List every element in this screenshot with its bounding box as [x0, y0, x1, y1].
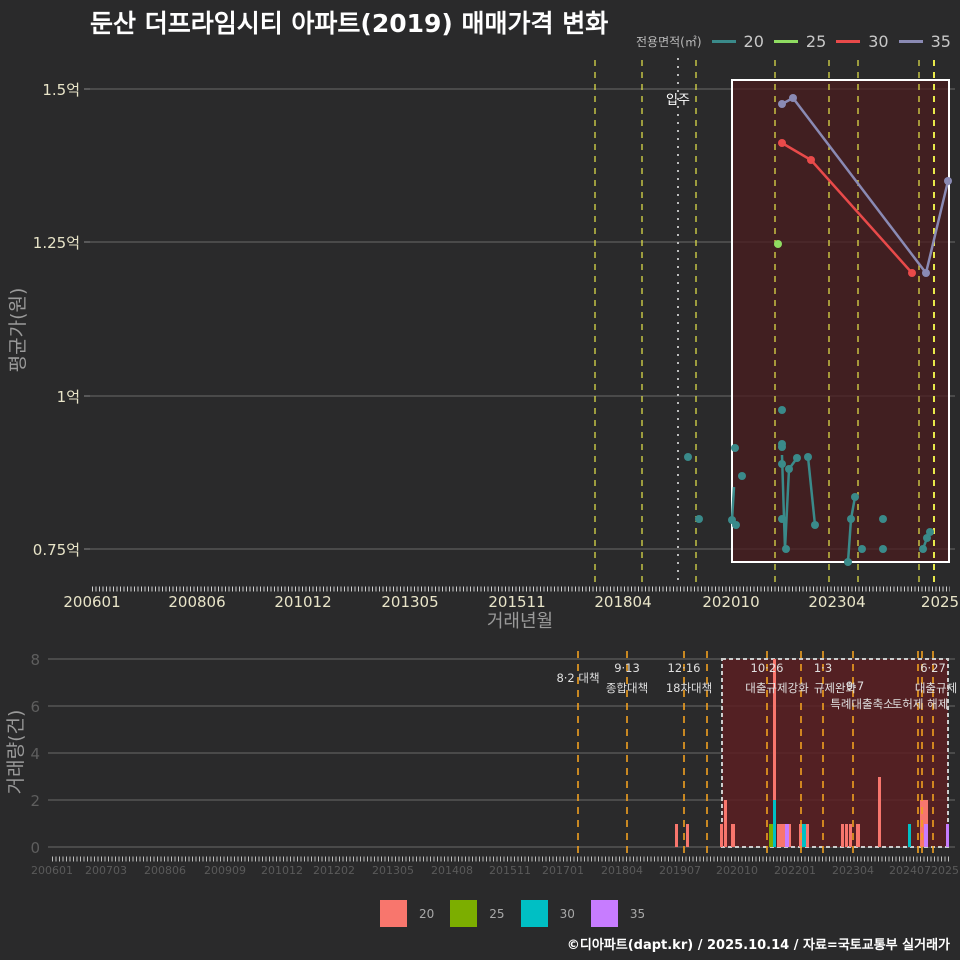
legend-label: 35 [629, 906, 646, 921]
volume-legend: 20 25 30 35 [380, 900, 645, 927]
policy-label: 10·26 [751, 661, 784, 675]
policy-label: 9·7 [846, 679, 864, 693]
x-tick-label: 201511 [489, 864, 531, 877]
y-tick-label: 0.75억 [33, 541, 80, 559]
legend-label: 20 [419, 906, 435, 921]
price-x-axis-label: 거래년월 [487, 611, 553, 632]
policy-label: 8·2 대책 [556, 671, 599, 685]
legend-title: 전용면적(㎡) [636, 35, 702, 49]
price-x-ticks: 200601 200806 201012 201305 201511 20180… [63, 593, 959, 611]
legend-swatch [711, 40, 736, 43]
y-tick-label: 4 [30, 745, 40, 763]
x-tick-label: 202407 [889, 864, 931, 877]
volume-legend-item-30: 30 [520, 900, 575, 927]
y-tick-label: 1.5억 [42, 81, 80, 99]
legend-swatch [520, 900, 548, 927]
legend-label: 30 [868, 32, 889, 51]
volume-bars [675, 659, 949, 847]
legend-label: 25 [805, 32, 827, 51]
x-tick-label: 200601 [31, 864, 73, 877]
series-30 [778, 139, 916, 277]
highlight-box [731, 79, 950, 563]
y-tick-label: 0 [30, 839, 40, 857]
x-tick-label: 202010 [716, 864, 758, 877]
volume-y-ticks: 8 6 4 2 0 [30, 651, 40, 857]
x-tick-label: 201012 [274, 593, 331, 611]
x-tick-label: 201701 [542, 864, 584, 877]
legend-swatch [898, 40, 923, 43]
series-35 [778, 94, 952, 277]
legend-swatch [450, 900, 478, 927]
x-tick-label: 200806 [168, 593, 225, 611]
legend-label: 35 [930, 32, 951, 51]
legend-swatch [380, 900, 407, 927]
policy-label: 6·27 [920, 661, 946, 675]
series-25 [774, 240, 782, 248]
legend-area: 전용면적(㎡) 20 25 30 35 [636, 32, 955, 51]
source-footer: ©디아파트(dapt.kr) / 2025.10.14 / 자료=국토교통부 실… [566, 938, 950, 953]
legend-swatch [836, 40, 861, 43]
x-tick-label: 201202 [313, 864, 355, 877]
series-20 [684, 406, 934, 566]
x-tick-label: 200703 [85, 864, 127, 877]
legend-item-30: 30 [836, 32, 889, 51]
policy-label: 특례대출축소 [830, 697, 893, 711]
legend-label: 20 [743, 32, 764, 51]
x-tick-label: 2025 [921, 593, 959, 611]
x-tick-label: 2025 [931, 864, 959, 877]
x-tick-label: 201408 [431, 864, 473, 877]
legend-item-20: 20 [711, 32, 764, 51]
policy-label: 토허제 해제 [892, 697, 949, 711]
legend-label: 25 [489, 906, 505, 921]
policy-label: 1·3 [814, 661, 832, 675]
y-tick-label: 1억 [57, 388, 80, 406]
legend-swatch [590, 900, 618, 927]
x-tick-label: 200601 [63, 593, 120, 611]
y-tick-label: 1.25억 [33, 234, 80, 252]
x-tick-label: 201305 [381, 593, 438, 611]
volume-x-ticks: 200601 200703 200806 200909 201012 20120… [31, 864, 959, 877]
y-tick-label: 2 [30, 792, 40, 810]
volume-legend-item-35: 35 [590, 900, 646, 927]
volume-legend-item-25: 25 [450, 900, 505, 927]
x-tick-label: 201804 [594, 593, 651, 611]
x-tick-label: 200806 [144, 864, 186, 877]
policy-label: 대출규제 [915, 681, 957, 695]
legend-swatch [773, 40, 798, 43]
volume-legend-item-20: 20 [380, 900, 434, 927]
legend-item-25: 25 [773, 32, 827, 51]
volume-chart: 8·2 대책 9·13 종합대책 12·16 18차대책 10·26 대출규제강… [5, 651, 959, 877]
policy-label: 규제완화 [814, 681, 857, 695]
x-tick-label: 202304 [808, 593, 865, 611]
price-chart: 입주 [7, 58, 959, 632]
volume-y-axis-label: 거래량(건) [5, 710, 27, 795]
chart-title: 둔산 더프라임시티 아파트(2019) 매매가격 변화 [90, 9, 609, 38]
x-tick-label: 202010 [702, 593, 759, 611]
policy-label: 종합대책 [606, 681, 648, 695]
move-in-label: 입주 [666, 93, 690, 108]
legend-item-35: 35 [898, 32, 951, 51]
x-tick-label: 202201 [774, 864, 816, 877]
policy-label: 대출규제강화 [745, 681, 809, 695]
x-tick-label: 201305 [372, 864, 414, 877]
legend-label: 30 [559, 906, 575, 921]
price-y-ticks: 1.5억 1.25억 1억 0.75억 [33, 81, 80, 559]
x-tick-label: 200909 [204, 864, 246, 877]
x-tick-label: 201012 [261, 864, 303, 877]
x-tick-label: 201511 [488, 593, 545, 611]
policy-label: 9·13 [614, 661, 640, 675]
policy-label: 18차대책 [666, 681, 712, 695]
policy-label: 12·16 [668, 661, 701, 675]
price-y-axis-label: 평균가(원) [7, 288, 29, 373]
x-tick-label: 201907 [659, 864, 701, 877]
x-tick-label: 201804 [601, 864, 643, 877]
x-tick-label: 202304 [832, 864, 874, 877]
volume-highlight-box [721, 658, 949, 848]
volume-policy-lines [577, 651, 934, 858]
policy-annotations: 8·2 대책 9·13 종합대책 12·16 18차대책 10·26 대출규제강… [556, 661, 957, 711]
y-tick-label: 8 [30, 651, 40, 669]
y-tick-label: 6 [30, 698, 40, 716]
